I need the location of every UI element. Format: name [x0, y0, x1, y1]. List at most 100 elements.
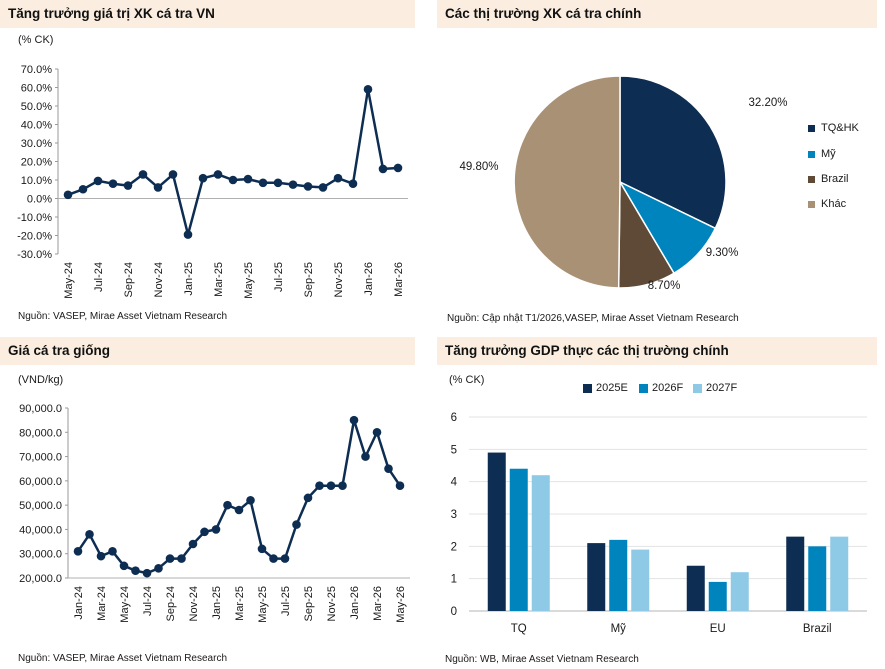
- y-tick-label: 20.0%: [21, 157, 52, 169]
- fingerling-chart: 90,000.0 80,000.0 70,000.0 60,000.0 50,000.0…: [19, 403, 410, 623]
- y-tick-label: 70.0%: [21, 64, 52, 76]
- y-tick-label: 4: [451, 477, 458, 489]
- export-growth-source: Nguồn: VASEP, Mirae Asset Vietnam Resear…: [18, 311, 227, 322]
- data-point: [378, 164, 388, 174]
- x-tick-label: Nov-25: [333, 262, 345, 297]
- bar-2027f: [631, 549, 650, 611]
- export-growth-title: Tăng trưởng giá trị XK cá tra VN: [0, 0, 415, 28]
- data-point: [213, 170, 223, 179]
- bar-2026f: [708, 581, 727, 611]
- slice-data-label: 49.80%: [459, 161, 498, 173]
- y-tick-label: 60.0%: [21, 83, 52, 95]
- x-tick-label: Sep-25: [303, 262, 315, 297]
- x-tick-label: Sep-24: [165, 586, 177, 621]
- data-point: [234, 505, 244, 515]
- legend-label: 2026F: [652, 382, 684, 394]
- x-tick-label: Mar-24: [96, 586, 108, 621]
- legend-label: 2025E: [596, 382, 628, 394]
- data-point: [288, 180, 298, 189]
- gdp-unit: (% CK): [449, 374, 485, 386]
- data-point: [326, 481, 336, 491]
- bar-2025e: [487, 452, 506, 611]
- y-tick-label: -10.0%: [17, 212, 52, 224]
- x-tick-label: May-26: [395, 586, 407, 623]
- y-tick-label: 6: [451, 412, 457, 424]
- y-tick-label: 0: [451, 606, 457, 618]
- slice-data-label: 9.30%: [706, 247, 739, 259]
- data-point: [361, 452, 370, 461]
- legend-label: Khác: [821, 198, 847, 210]
- x-tick-label: Jul-24: [93, 262, 105, 292]
- data-point: [119, 561, 129, 571]
- fingerling-source: Nguồn: VASEP, Mirae Asset Vietnam Resear…: [18, 653, 227, 664]
- y-tick-label: 0.0%: [27, 194, 52, 206]
- data-point: [123, 181, 133, 190]
- pie-slice-tq-hk: [619, 75, 727, 230]
- y-tick-label: 3: [451, 509, 457, 521]
- data-point: [246, 495, 255, 505]
- data-point: [108, 179, 118, 188]
- data-point: [258, 178, 268, 188]
- x-tick-label: May-24: [63, 262, 75, 299]
- data-point: [333, 173, 343, 183]
- x-tick-label: Jan-25: [211, 586, 223, 620]
- pie-slice-kh-c: [513, 75, 621, 289]
- legend-item-brazil: Brazil: [808, 173, 849, 185]
- legend-item-2025e: 2025E: [583, 382, 628, 394]
- gdp-bar-chart: 6 5 4 3 2 1 0 TQ Mỹ EU Brazil: [451, 412, 867, 635]
- legend-label: Brazil: [821, 173, 849, 185]
- bar-2025e: [786, 536, 805, 611]
- y-tick-label: 50.0%: [21, 101, 52, 113]
- bar-2027f: [730, 572, 749, 611]
- legend-label: TQ&HK: [821, 122, 859, 134]
- data-point: [183, 230, 193, 239]
- export-growth-unit: (% CK): [18, 34, 54, 46]
- x-tick-label: Nov-25: [326, 586, 338, 621]
- y-tick-label: 40.0%: [21, 120, 52, 132]
- legend-swatch: [808, 175, 815, 183]
- data-point: [228, 175, 238, 185]
- y-tick-label: 90,000.0: [19, 403, 62, 415]
- x-tick-label: Jan-26: [349, 586, 361, 620]
- x-category-label: EU: [710, 623, 726, 635]
- x-category-label: Mỹ: [611, 623, 627, 635]
- data-point: [363, 85, 373, 94]
- legend-item-khac: Khác: [808, 198, 846, 210]
- data-point: [154, 563, 163, 573]
- data-point: [280, 554, 290, 563]
- data-point: [153, 183, 163, 192]
- x-tick-label: Jan-24: [73, 586, 85, 620]
- fingerling-panel: Giá cá tra giống (VND/kg) 90,000.0 80,000…: [0, 337, 415, 669]
- y-tick-label: 20,000.0: [19, 573, 62, 585]
- data-point: [315, 481, 324, 491]
- x-tick-label: Jul-25: [273, 262, 285, 292]
- x-tick-label: May-25: [257, 586, 269, 623]
- y-tick-label: -20.0%: [17, 231, 52, 243]
- x-tick-label: Mar-25: [234, 586, 246, 621]
- bar-2027f: [830, 536, 849, 611]
- legend-swatch: [639, 383, 648, 393]
- y-tick-label: 50,000.0: [19, 500, 62, 512]
- legend-item-my: Mỹ: [808, 148, 836, 160]
- data-point: [85, 529, 94, 539]
- x-tick-label: Jul-24: [142, 586, 154, 616]
- legend-swatch: [808, 200, 815, 208]
- slice-data-label: 8.70%: [648, 280, 681, 292]
- y-tick-label: 80,000.0: [19, 427, 62, 439]
- x-tick-label: Mar-25: [213, 262, 225, 297]
- data-point: [303, 493, 313, 503]
- markets-pie-chart: 32.20% 9.30% 8.70% 49.80%: [459, 75, 788, 292]
- x-tick-label: Mar-26: [372, 586, 384, 621]
- bar-2027f: [531, 475, 550, 611]
- legend-swatch: [693, 383, 702, 393]
- data-point: [165, 554, 175, 563]
- data-point: [303, 182, 313, 191]
- data-point: [395, 481, 405, 491]
- x-category-label: TQ: [511, 623, 527, 635]
- data-point: [257, 544, 267, 554]
- data-point: [393, 163, 403, 173]
- x-tick-label: Mar-26: [393, 262, 405, 297]
- data-point: [223, 500, 232, 510]
- y-tick-label: -30.0%: [17, 249, 52, 261]
- legend-swatch: [808, 150, 815, 158]
